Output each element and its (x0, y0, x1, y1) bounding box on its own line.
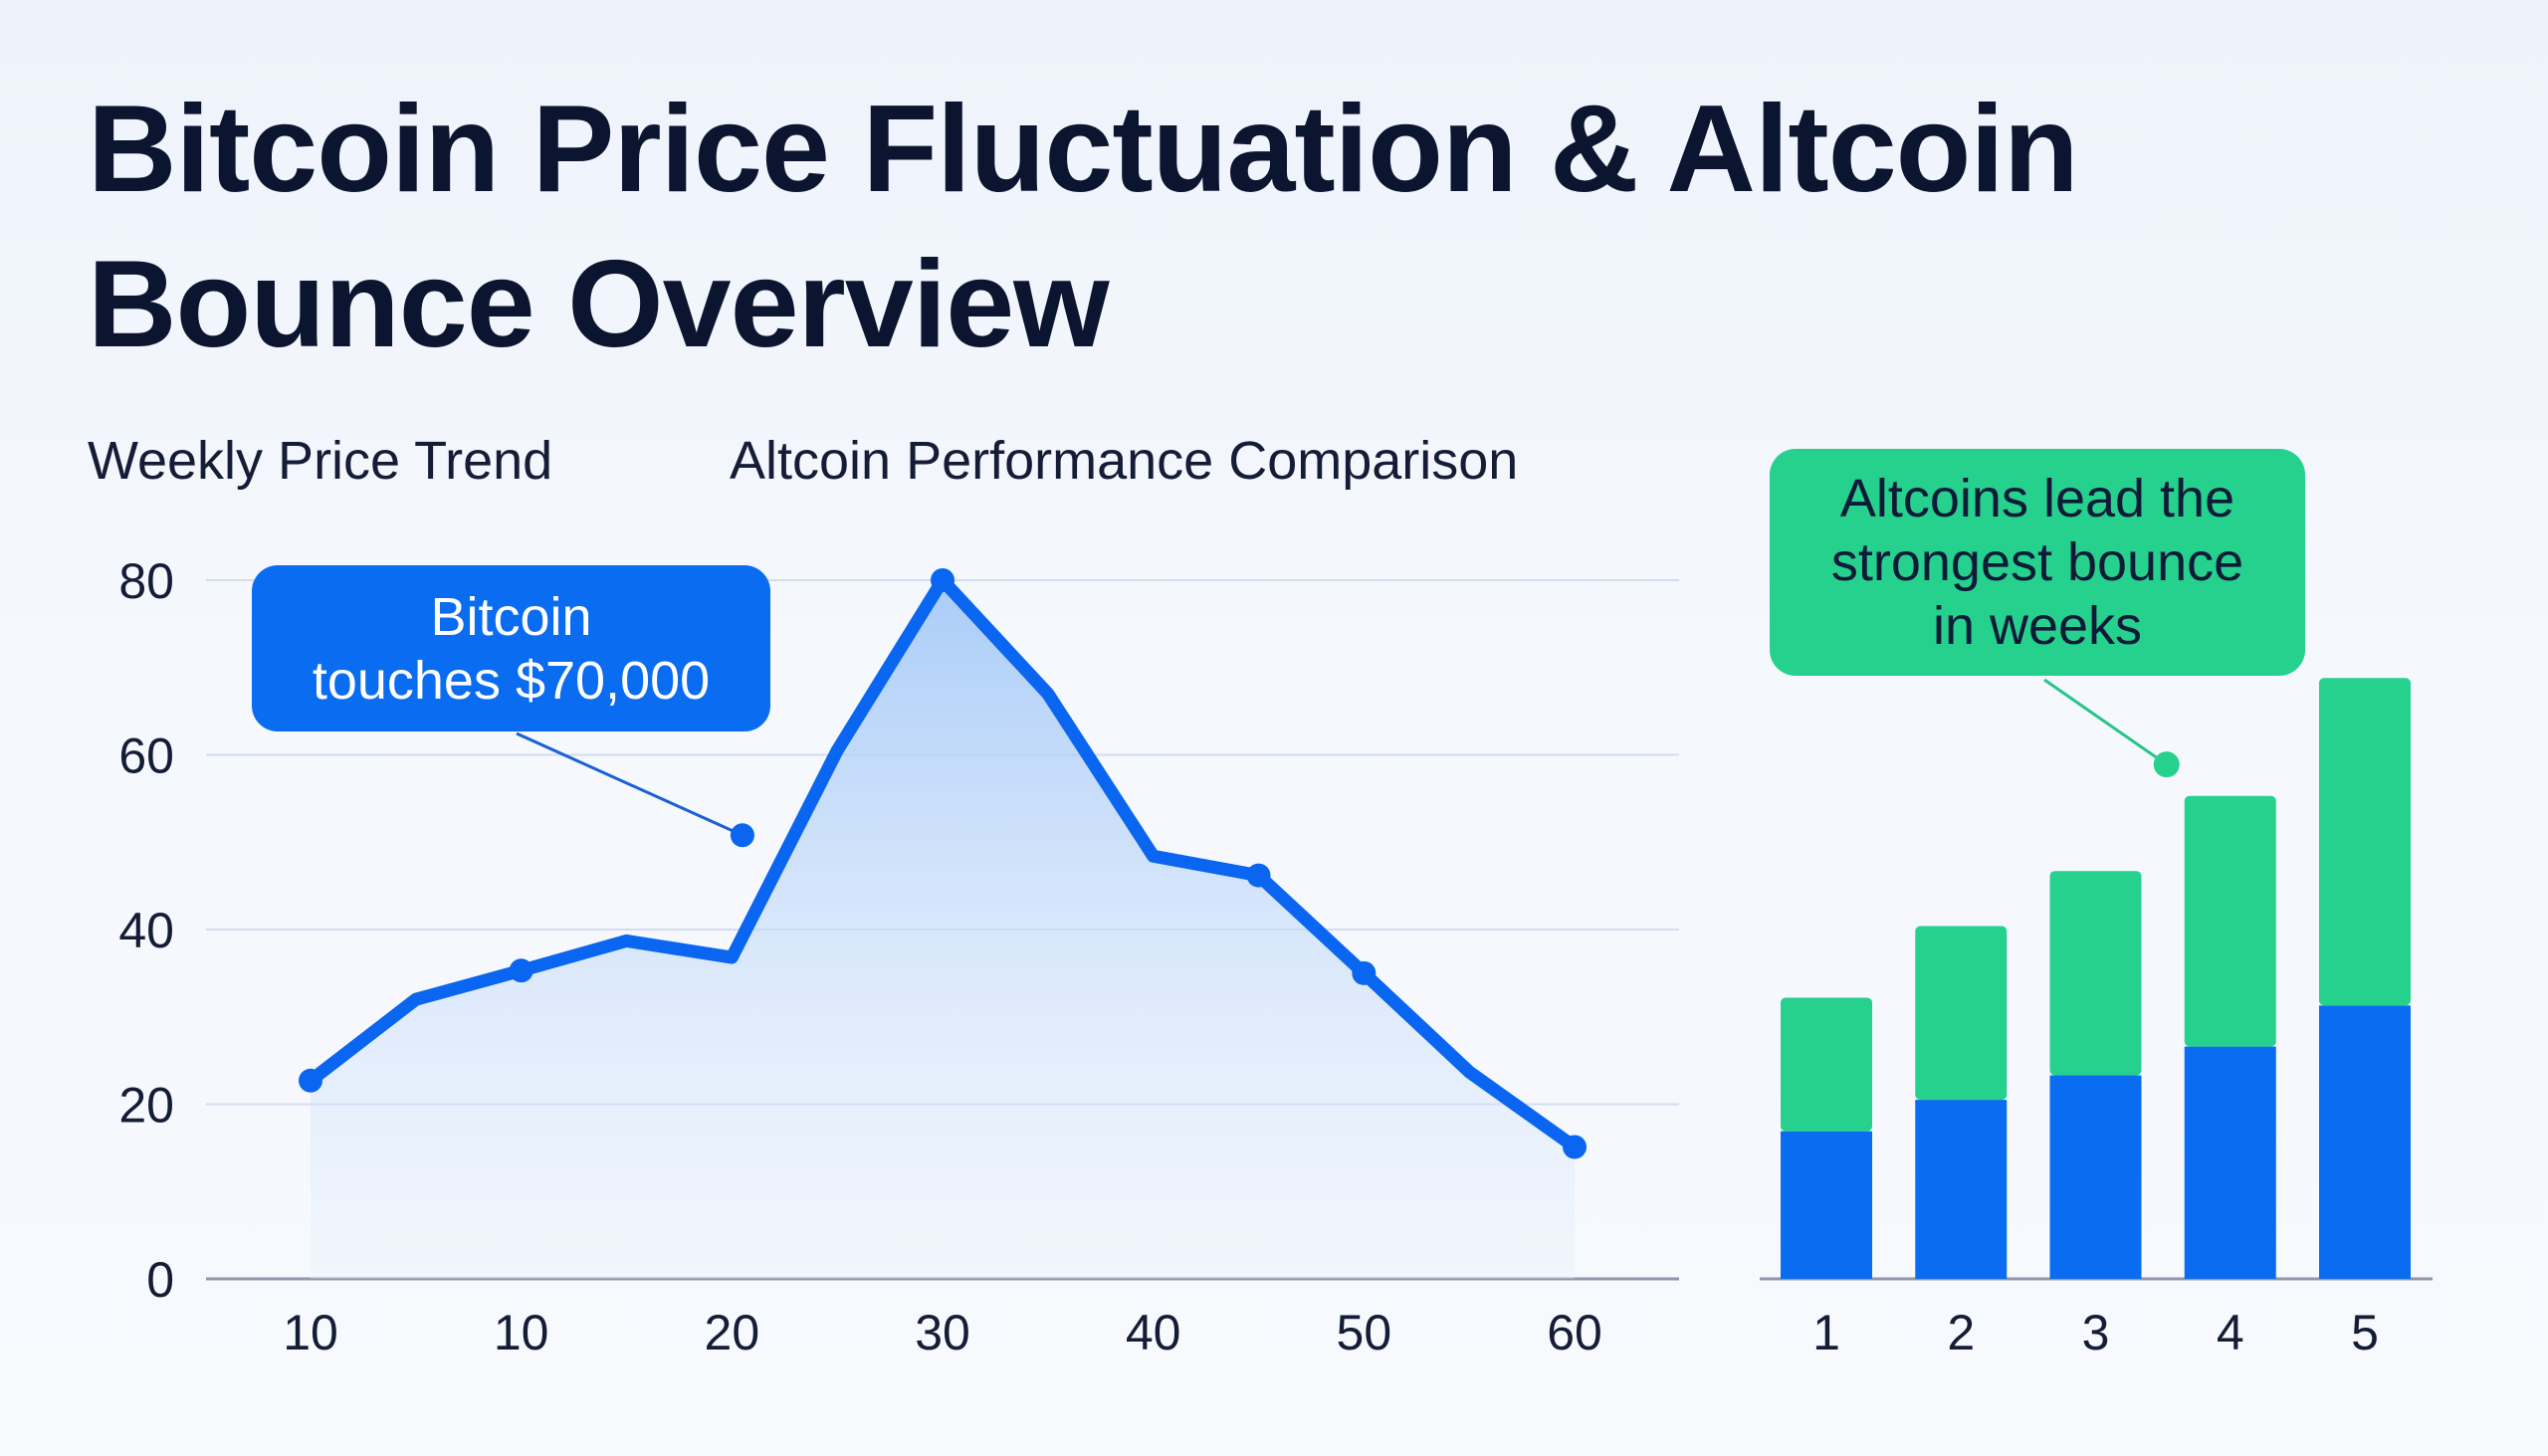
bitcoin-annotation-leader (516, 731, 743, 837)
bar-segment-blue (2184, 1046, 2276, 1279)
bar-category-label: 3 (2082, 1305, 2110, 1360)
bar-category-label: 4 (2217, 1305, 2244, 1360)
bar-segment-green (2184, 795, 2276, 1047)
altcoin-annotation-line-1: Altcoins lead the (1839, 469, 2235, 528)
data-point-marker (1563, 1135, 1587, 1159)
bar-category-label: 2 (1947, 1305, 1975, 1360)
data-point-marker (931, 568, 955, 592)
y-tick-label: 0 (146, 1252, 174, 1308)
bar-segment-blue (2319, 1005, 2411, 1279)
price-area-fill (311, 580, 1575, 1279)
y-tick-label: 20 (118, 1078, 174, 1134)
altcoin-annotation-line-3: in weeks (1932, 596, 2143, 656)
bar-chart-title: Altcoin Performance Comparison (730, 431, 1519, 491)
y-tick-label: 80 (118, 553, 174, 609)
bar-segment-green (1781, 997, 1872, 1132)
x-tick-label: 50 (1337, 1305, 1392, 1360)
y-tick-label: 60 (118, 728, 174, 784)
page-title: Bitcoin Price Fluctuation & Altcoin Boun… (88, 72, 2079, 382)
title-line-1: Bitcoin Price Fluctuation & Altcoin (88, 81, 2079, 218)
line-chart-title: Weekly Price Trend (88, 431, 553, 491)
bar-segment-blue (1781, 1131, 1872, 1279)
title-line-2: Bounce Overview (88, 236, 1110, 373)
x-tick-label: 30 (915, 1305, 970, 1360)
x-tick-label: 40 (1126, 1305, 1181, 1360)
bar-segment-green (1915, 926, 2008, 1101)
x-tick-label: 10 (494, 1305, 549, 1360)
bitcoin-annotation-line-1: Bitcoin (430, 586, 592, 647)
bitcoin-annotation-dot (730, 823, 754, 848)
x-tick-label: 20 (705, 1305, 760, 1360)
bitcoin-annotation-callout: Bitcoin touches $70,000 (252, 565, 770, 731)
bar-category-label: 1 (1812, 1305, 1840, 1360)
bitcoin-annotation-line-2: touches $70,000 (312, 650, 711, 711)
bar-category-label: 5 (2351, 1305, 2379, 1360)
data-point-marker (1246, 863, 1271, 888)
altcoin-annotation-line-2: strongest bounce (1830, 532, 2244, 592)
x-tick-label: 60 (1547, 1305, 1602, 1360)
bar-segment-green (2049, 871, 2142, 1076)
bar-segment-green (2319, 678, 2411, 1006)
data-point-marker (509, 958, 533, 983)
altcoin-annotation-callout: Altcoins lead the strongest bounce in we… (1770, 449, 2305, 676)
x-tick-label: 10 (283, 1305, 338, 1360)
bar-segment-blue (1915, 1100, 2008, 1279)
y-tick-label: 40 (118, 903, 174, 958)
data-point-marker (1352, 960, 1377, 985)
bar-segment-blue (2049, 1075, 2142, 1279)
data-point-marker (299, 1068, 322, 1093)
altcoin-annotation-leader (2043, 678, 2168, 766)
altcoin-annotation-dot (2153, 751, 2180, 778)
